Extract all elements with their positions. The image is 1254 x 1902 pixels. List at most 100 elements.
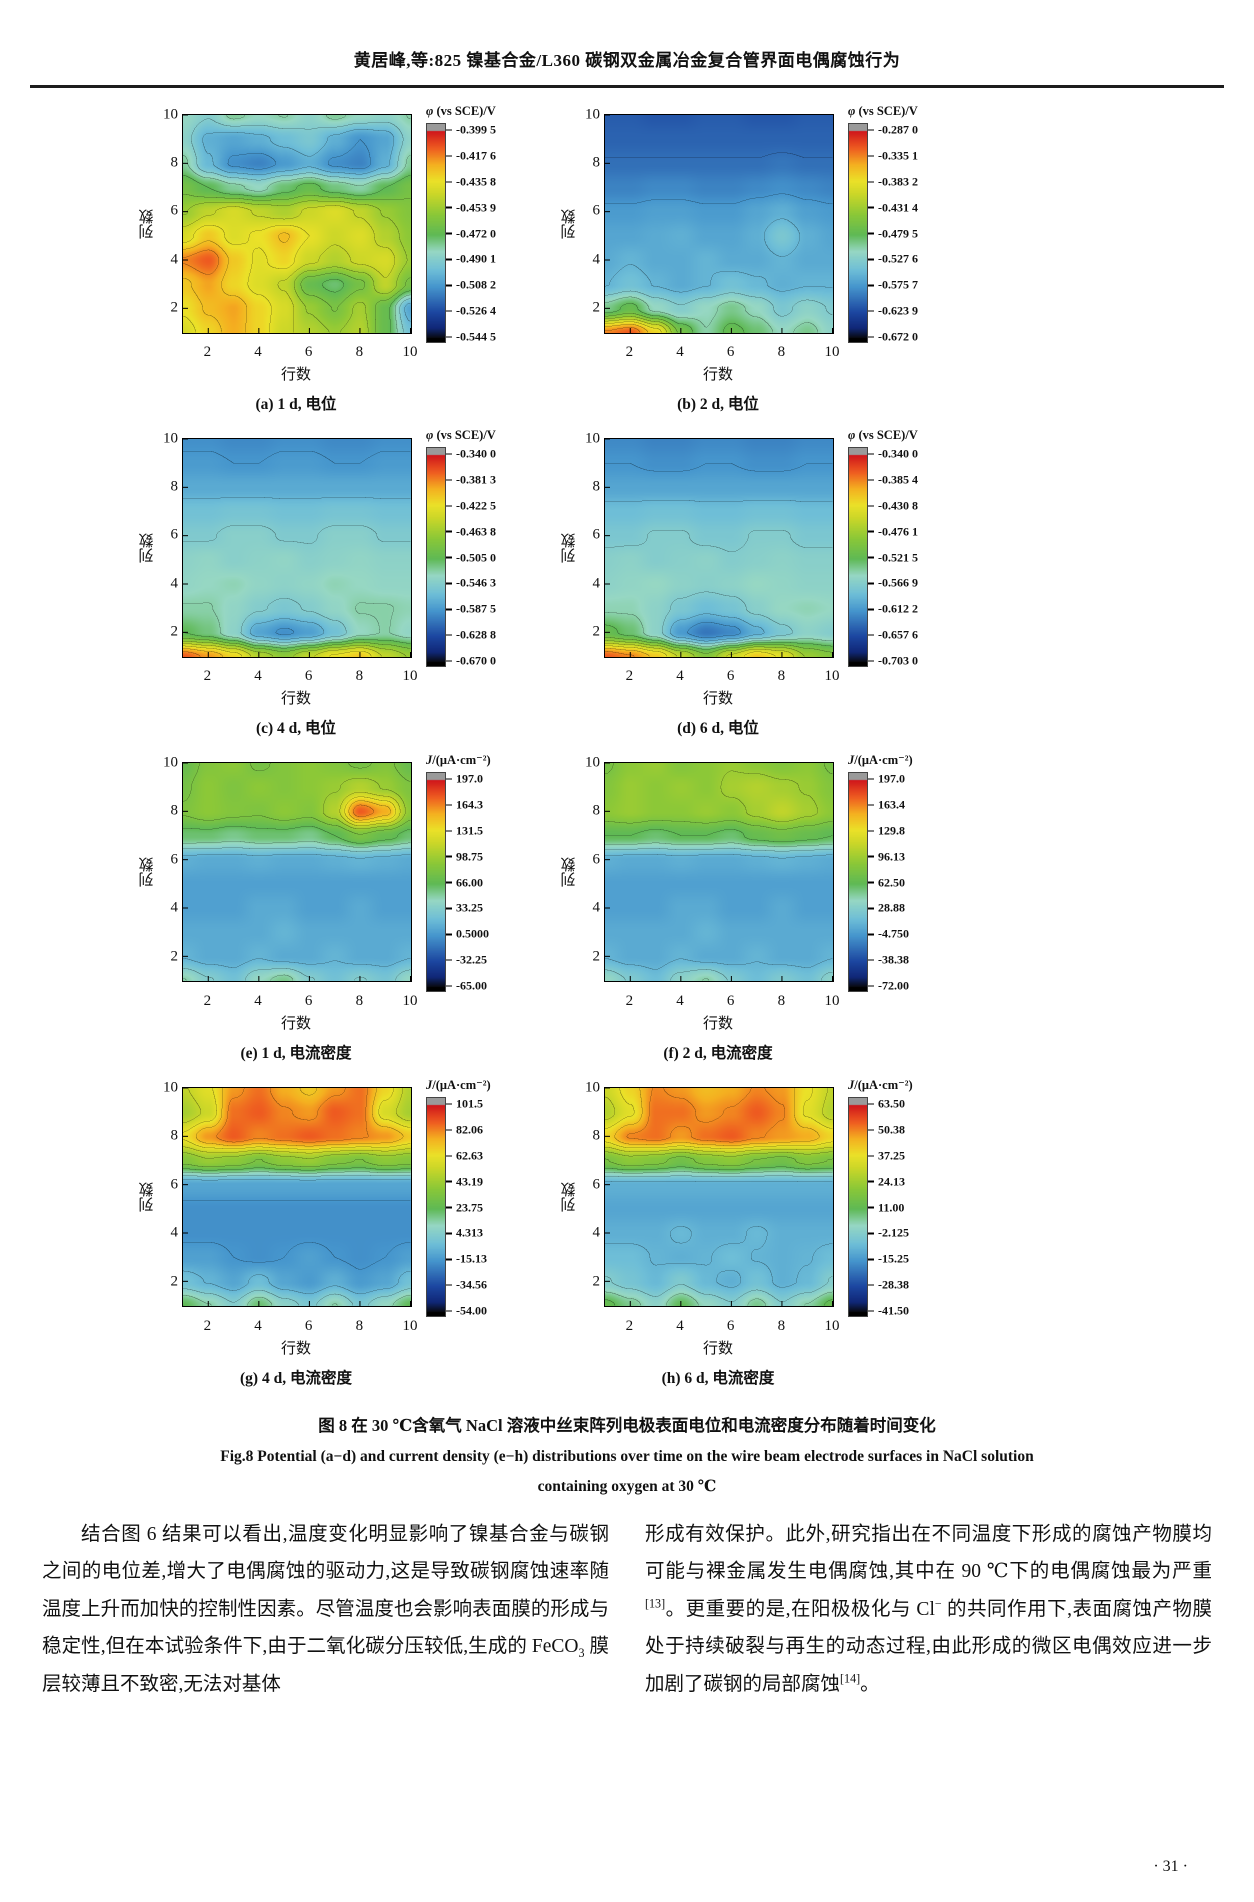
- colorbar-tick-mark: [868, 830, 874, 832]
- y-tick-label: 6: [170, 202, 179, 219]
- colorbar-tick-mark: [868, 556, 874, 559]
- plot-row: 列数 10 8 6 4 2 J/(μA·cm⁻²) 63.50 50.38 37.25 24.…: [560, 1077, 956, 1318]
- y-axis-ticks: 10 8 6 4 2: [156, 755, 182, 981]
- y-tick-label: 10: [585, 430, 600, 446]
- colorbar-body: 197.0 164.3 131.5 98.75 66.00 33.25 0.5000 -32.…: [426, 772, 534, 994]
- colorbar-tick-label: -0.672 0: [868, 330, 918, 345]
- x-tick-label: 2: [625, 993, 634, 1009]
- subplot-caption: (d) 6 d, 电位: [677, 720, 759, 737]
- colorbar-tick-mark: [868, 232, 874, 235]
- colorbar-tick-mark: [446, 933, 452, 935]
- colorbar-tick-label: 0.5000: [446, 927, 489, 942]
- colorbar-tick-label: 37.25: [868, 1148, 905, 1163]
- colorbar-tick-label: 62.63: [446, 1148, 483, 1163]
- colorbar-tick-label: -0.544 5: [446, 330, 496, 345]
- colorbar-body: -0.340 0 -0.385 4 -0.430 8 -0.476 1 -0.521 5…: [848, 447, 956, 668]
- colorbar-title: J/(μA·cm⁻²): [848, 1078, 913, 1092]
- colorbar-body: 197.0 163.4 129.8 96.13 62.50 28.88 -4.750 -38.…: [848, 772, 956, 993]
- figure-8-grid: 列数 10 8 6 4 2 φ (vs SCE)/V -0.399 5 -0.417 6-…: [138, 104, 1254, 1388]
- colorbar-tick-label: 197.0: [868, 772, 905, 787]
- colorbar-tick-label: -54.00: [446, 1304, 487, 1319]
- y-tick-label: 10: [585, 106, 600, 122]
- colorbar-tick-mark: [868, 1232, 874, 1235]
- colorbar-tick-mark: [446, 206, 452, 209]
- x-tick-label: 2: [203, 993, 212, 1009]
- colorbar-labels: 197.0 163.4 129.8 96.13 62.50 28.88 -4.750 -38.…: [868, 772, 954, 993]
- x-axis-ticks: 2 4 6 8 10: [604, 1317, 840, 1337]
- x-tick-label: 6: [304, 1318, 313, 1334]
- colorbar-tick-label: 28.88: [868, 901, 905, 916]
- colorbar-tick-mark: [868, 778, 874, 780]
- colorbar-tick-label: 11.00: [868, 1200, 904, 1215]
- colorbar-tick-mark: [446, 453, 452, 455]
- colorbar-body: -0.399 5 -0.417 6 -0.435 8 -0.453 9 -0.472 0…: [426, 123, 534, 345]
- plot-row: 列数 10 8 6 4 2 J/(μA·cm⁻²) 101.5 82.06 62.63 43.…: [138, 1077, 534, 1319]
- colorbar-tick-label: 50.38: [868, 1122, 905, 1137]
- x-axis-ticks: 2 4 6 8 10: [182, 667, 418, 687]
- heatmap-canvas-e: [183, 763, 411, 981]
- heatmap-canvas-a: [183, 114, 411, 333]
- y-tick-label: 6: [170, 851, 179, 868]
- colorbar-title: J/(μA·cm⁻²): [426, 753, 491, 767]
- plot-row: 列数 10 8 6 4 2 J/(μA·cm⁻²) 197.0 164.3 131.5 98.…: [138, 752, 534, 994]
- subplot-a: 列数 10 8 6 4 2 φ (vs SCE)/V -0.399 5 -0.417 6-…: [138, 104, 534, 414]
- figure-caption-en-line2: containing oxygen at 30 ℃: [537, 1478, 717, 1495]
- subplot-b: 列数 10 8 6 4 2 φ (vs SCE)/V -0.287 0 -0.335 1-…: [560, 104, 956, 414]
- colorbar-tick-mark: [446, 660, 452, 662]
- colorbar-tick-label: -0.623 9: [868, 304, 918, 319]
- colorbar-canvas: [426, 1097, 446, 1317]
- x-tick-label: 10: [402, 1318, 418, 1334]
- colorbar-tick-mark: [868, 505, 874, 507]
- colorbar-tick-mark: [868, 129, 874, 131]
- x-axis-label: 行数: [702, 691, 733, 707]
- colorbar-tick-label: -0.335 1: [868, 148, 918, 163]
- plot-row: 列数 10 8 6 4 2 J/(μA·cm⁻²) 197.0 163.4 129.8 96.…: [560, 752, 956, 993]
- plot-row: 列数 10 8 6 4 2 φ (vs SCE)/V -0.340 0 -0.381 3-…: [138, 428, 534, 668]
- colorbar-tick-mark: [868, 453, 874, 455]
- y-axis-label: 列数: [561, 208, 578, 239]
- y-tick-label: 6: [592, 202, 601, 219]
- x-tick-label: 10: [402, 344, 418, 360]
- colorbar-tick-label: 43.19: [446, 1174, 483, 1189]
- y-axis-ticks: 10 8 6 4 2: [156, 107, 182, 333]
- colorbar-title: J/(μA·cm⁻²): [848, 753, 913, 767]
- x-tick-label: 10: [824, 344, 840, 360]
- y-axis-label: 列数: [139, 857, 156, 887]
- colorbar-tick-label: -0.526 4: [446, 304, 496, 319]
- colorbar-title: J/(μA·cm⁻²): [426, 1078, 491, 1092]
- x-tick-label: 8: [355, 344, 364, 360]
- x-tick-label: 6: [304, 344, 313, 360]
- colorbar-tick-label: -4.750: [868, 927, 909, 942]
- colorbar-tick-mark: [446, 284, 452, 286]
- colorbar-tick-mark: [446, 830, 452, 832]
- colorbar-tick-label: 98.75: [446, 849, 483, 864]
- subplot-c: 列数 10 8 6 4 2 φ (vs SCE)/V -0.340 0 -0.381 3-…: [138, 428, 534, 738]
- x-axis-label: 行数: [702, 1341, 733, 1357]
- colorbar-tick-mark: [868, 907, 874, 910]
- colorbar-tick-label: -65.00: [446, 979, 487, 994]
- colorbar-labels: -0.340 0 -0.381 3 -0.422 5 -0.463 8 -0.505 0…: [446, 447, 532, 668]
- colorbar-variable: J: [848, 753, 855, 767]
- y-tick-label: 2: [592, 1273, 601, 1290]
- figure-caption-zh: 图 8 在 30 ℃含氧气 NaCl 溶液中丝束阵列电极表面电位和电流密度分布随…: [318, 1416, 936, 1435]
- colorbar-tick-label: 82.06: [446, 1122, 483, 1137]
- page-number: · 31 ·: [1153, 1858, 1188, 1875]
- y-axis-ticks: 10 8 6 4 2: [578, 755, 604, 981]
- colorbar-canvas: [426, 772, 446, 992]
- colorbar-tick-mark: [446, 155, 452, 157]
- colorbar-tick-label: -0.521 5: [868, 550, 918, 565]
- x-tick-label: 2: [625, 668, 634, 684]
- colorbar-tick-mark: [446, 855, 452, 858]
- y-tick-label: 2: [592, 623, 601, 640]
- y-tick-label: 10: [163, 430, 178, 446]
- x-axis-ticks: 2 4 6 8 10: [182, 343, 418, 363]
- y-tick-label: 4: [170, 251, 179, 268]
- y-tick-label: 2: [170, 623, 179, 640]
- colorbar-tick-label: -0.472 0: [446, 226, 496, 241]
- colorbar-tick-label: 63.50: [868, 1097, 905, 1112]
- colorbar-tick-label: -0.508 2: [446, 278, 496, 293]
- colorbar-tick-mark: [446, 778, 452, 780]
- y-tick-label: 2: [592, 299, 601, 316]
- x-tick-label: 8: [777, 344, 786, 360]
